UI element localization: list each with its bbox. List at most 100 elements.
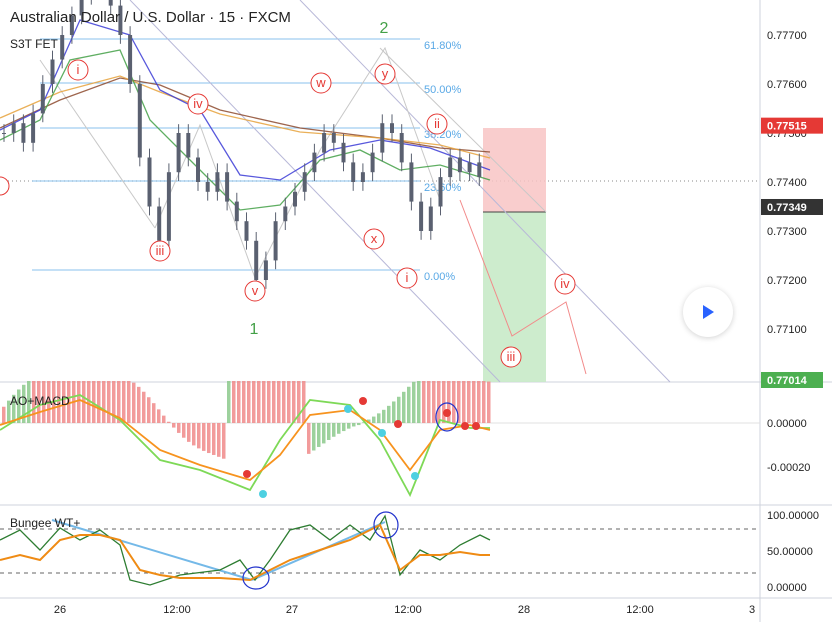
ao-histogram-bar: [62, 381, 66, 423]
ao-histogram-bar: [357, 423, 361, 426]
signal-line: [0, 399, 491, 482]
time-tick-label: 28: [518, 604, 530, 616]
ao-histogram-bar: [177, 423, 181, 433]
ao-histogram-bar: [187, 423, 191, 442]
ao-histogram-bar: [322, 423, 326, 444]
price-candle-body: [399, 133, 404, 163]
wave-marker-circle: [0, 176, 10, 196]
ao-histogram-bar: [37, 381, 41, 423]
price-candle-body: [283, 206, 288, 222]
ao-histogram-bar: [282, 381, 286, 423]
ao-histogram-bar: [362, 422, 366, 423]
price-candle-body: [69, 15, 74, 35]
moving-average-line: [0, 75, 491, 159]
ao-histogram-bar: [197, 423, 201, 449]
ao-histogram-bar: [302, 381, 306, 423]
fib-level-label: 50.00%: [424, 84, 462, 96]
moving-average-line: [0, 49, 491, 211]
ao-histogram-bar: [152, 403, 156, 423]
ao-histogram-bar: [347, 423, 351, 429]
trend-line: [379, 47, 547, 213]
ao-histogram-bar: [232, 381, 236, 423]
bungee-tick-label: 100.00000: [767, 510, 819, 522]
price-candle-body: [322, 133, 327, 153]
play-icon: [703, 305, 714, 319]
highlight-circle: [435, 402, 459, 432]
bungee-indicator-label[interactable]: Bungee WT+: [10, 516, 81, 530]
highlight-circle: [242, 566, 270, 590]
ao-histogram-bar: [307, 423, 311, 454]
ao-histogram-bar: [172, 423, 176, 428]
cross-signal-dot: [378, 429, 386, 437]
price-candle-body: [225, 172, 230, 202]
ao-histogram-bar: [342, 423, 346, 432]
price-candle-body: [157, 206, 162, 241]
ao-histogram-bar: [102, 381, 106, 423]
s3t-indicator-label[interactable]: S3T FET: [10, 37, 58, 51]
ao-histogram-bar: [462, 381, 466, 423]
ao-histogram-bar: [262, 381, 266, 423]
price-candle-body: [205, 182, 210, 192]
ao-histogram-bar: [7, 400, 11, 423]
wt1-line: [0, 514, 491, 586]
ao-macd-indicator-label[interactable]: AO+MACD: [10, 394, 70, 408]
moving-average-line: [0, 77, 491, 153]
wave-label: iii: [507, 349, 516, 364]
wave-label: y: [382, 66, 389, 81]
ao-histogram-bar: [292, 381, 296, 423]
play-button[interactable]: [683, 287, 733, 337]
ao-histogram-bar: [317, 423, 321, 447]
price-label-bg: [761, 372, 823, 388]
price-label-bg: [761, 117, 823, 134]
ao-histogram-bar: [482, 381, 486, 423]
price-candle-body: [196, 157, 200, 182]
ao-histogram-bar: [167, 421, 171, 423]
ao-histogram-bar: [272, 381, 276, 423]
price-candle-body: [186, 133, 191, 158]
price-tick-label: 0.77600: [767, 79, 807, 91]
wave-label: w: [315, 75, 326, 90]
price-candle-body: [428, 206, 433, 231]
ao-histogram-bar: [57, 381, 61, 423]
wave-marker-circle: [187, 93, 209, 115]
projection-line: [459, 199, 587, 375]
ao-histogram-bar: [387, 405, 391, 423]
wt2-line: [0, 523, 490, 582]
ao-histogram-bar: [477, 381, 481, 423]
ao-histogram-bar: [352, 423, 356, 427]
price-tick-label: 0.77200: [767, 275, 807, 287]
ao-histogram-bar: [417, 381, 421, 423]
ao-histogram-bar: [287, 381, 291, 423]
time-tick-label: 27: [286, 604, 298, 616]
ao-histogram-bar: [372, 416, 376, 423]
ao-histogram-bar: [182, 423, 186, 438]
ao-histogram-bar: [367, 419, 371, 423]
ao-histogram-bar: [22, 384, 26, 423]
fib-level-label: 0.00%: [424, 271, 455, 283]
price-candle-body: [477, 162, 482, 178]
price-candle-body: [254, 240, 259, 280]
price-label: 0.77014: [767, 375, 808, 387]
price-tick-label: 0.77100: [767, 324, 807, 336]
price-candle-body: [360, 172, 365, 182]
price-candle-body: [50, 59, 55, 84]
trend-line: [299, 0, 671, 383]
price-candle-body: [312, 152, 317, 173]
wave-label: iv: [193, 96, 203, 111]
price-label-bg: [761, 198, 823, 215]
bungee-tick-label: 50.00000: [767, 546, 813, 558]
ao-histogram-bar: [377, 413, 381, 423]
ao-histogram-bar: [447, 381, 451, 423]
time-tick-label: 12:00: [163, 604, 191, 616]
price-candle-body: [21, 123, 26, 143]
price-candle-body: [128, 35, 133, 84]
cross-signal-dot: [472, 422, 480, 430]
ao-histogram-bar: [202, 423, 206, 451]
ao-histogram-bar: [117, 381, 121, 423]
ao-histogram-bar: [312, 423, 316, 451]
ao-histogram-bar: [217, 423, 221, 457]
ao-histogram-bar: [12, 394, 16, 423]
chart-title: Australian Dollar / U.S. Dollar · 15 · F…: [10, 9, 291, 26]
price-candle-body: [409, 162, 414, 202]
